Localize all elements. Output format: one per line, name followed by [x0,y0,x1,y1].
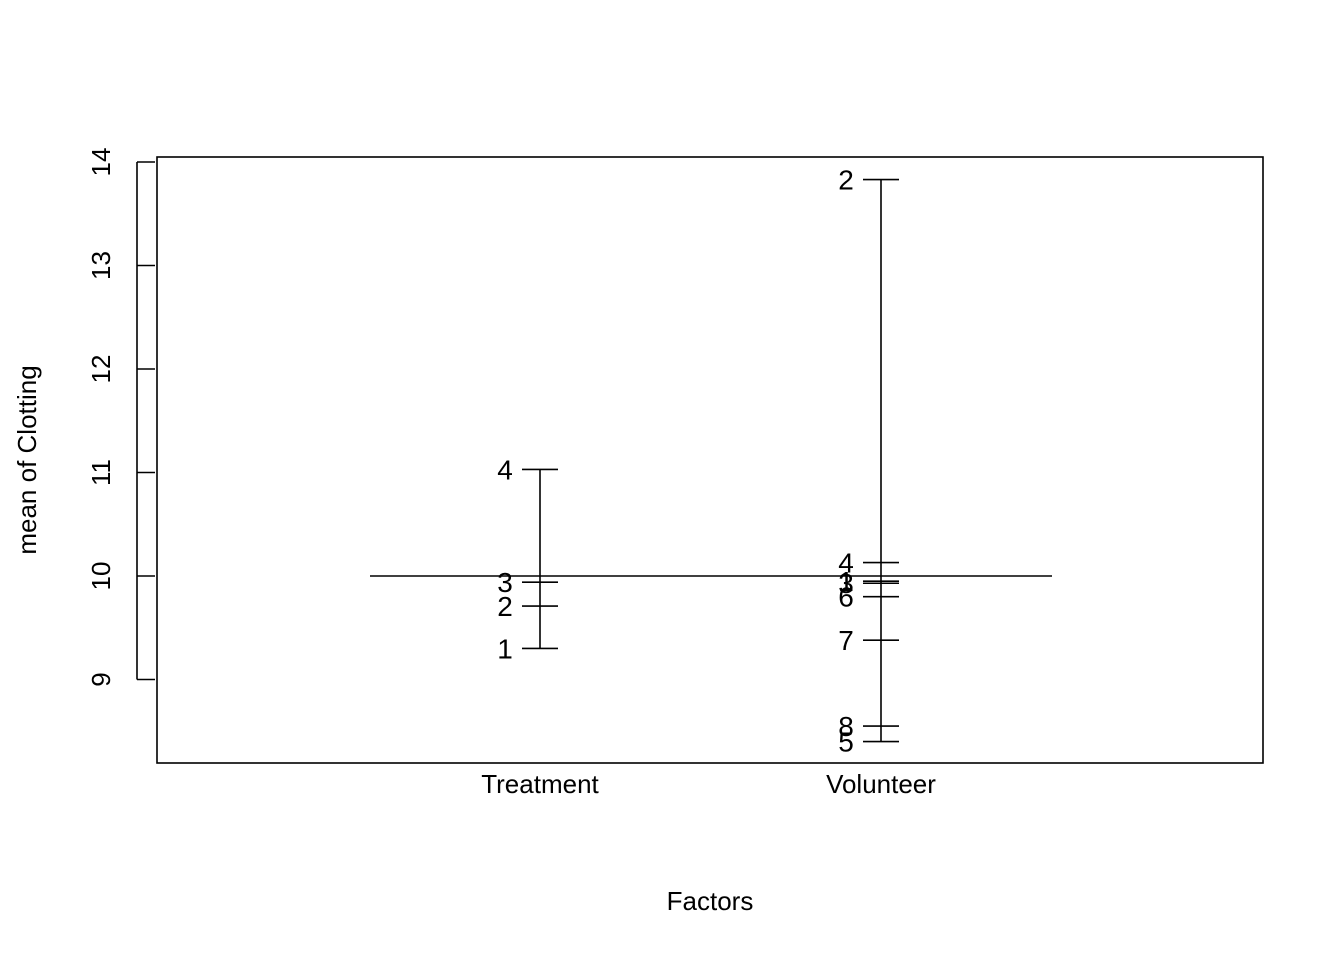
level-label: 6 [838,582,854,613]
y-tick-label: 12 [86,355,116,384]
level-label: 4 [497,454,513,485]
factor-volunteer: 1 2 34 5 6 7 8 Volunteer [826,165,936,799]
level-label: 1 [497,633,513,664]
factor-treatment: 1 23 4 Treatment [481,454,599,799]
plot-frame [156,156,1264,764]
factor-name-label: Volunteer [826,769,936,799]
y-tick-label: 13 [86,251,116,280]
level-label: 2 [838,165,854,196]
level-label: 7 [838,625,854,656]
level-label: 2 [497,591,513,622]
level-label: 8 [838,711,854,742]
y-tick-label: 14 [86,148,116,177]
level-label: 3 [838,568,854,599]
y-axis-label: mean of Clotting [12,365,42,554]
y-tick-label: 10 [86,562,116,591]
level-label: 5 [838,727,854,758]
level-label: 1 [838,566,854,597]
y-tick-label: 11 [86,459,116,486]
level-label: 4 [838,548,854,579]
x-axis-label: Factors [667,886,754,916]
factor-name-label: Treatment [481,769,599,799]
y-axis: 9 10 11 12 13 14 [86,148,155,687]
y-tick-label: 9 [86,672,116,686]
level-label: 3 [497,567,513,598]
